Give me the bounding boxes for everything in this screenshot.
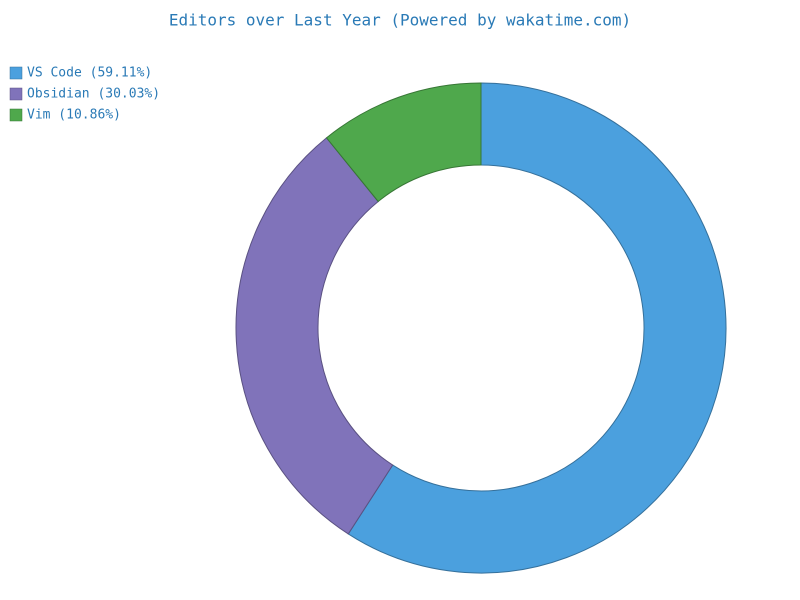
legend-label: Obsidian (30.03%) xyxy=(27,87,160,102)
donut-slice xyxy=(235,137,394,535)
legend-swatch xyxy=(9,66,23,80)
legend-swatch xyxy=(9,87,23,101)
donut-slice xyxy=(325,82,482,203)
chart-title: Editors over Last Year (Powered by wakat… xyxy=(169,11,631,30)
legend-label: VS Code (59.11%) xyxy=(27,66,152,81)
legend-label: Vim (10.86%) xyxy=(27,108,121,123)
legend-swatch xyxy=(9,108,23,122)
donut-slice xyxy=(347,82,727,574)
